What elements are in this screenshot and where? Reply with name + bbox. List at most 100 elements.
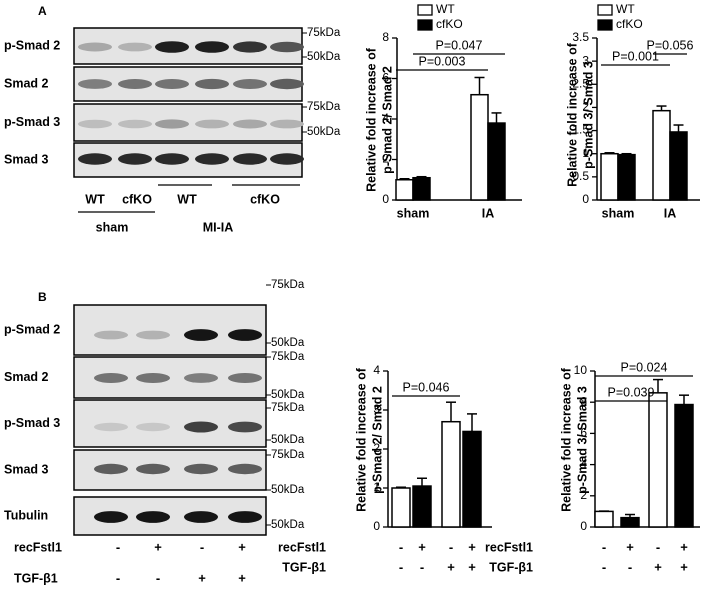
bar: [618, 155, 635, 200]
blot-band: [78, 43, 112, 52]
significance-label: P=0.003: [419, 54, 466, 68]
blot-row-label: Smad 3: [4, 152, 49, 166]
error-bar: [467, 414, 477, 432]
blot-band: [94, 423, 128, 431]
blot-row-label: p-Smad 2: [4, 322, 60, 336]
blot-band: [270, 120, 304, 129]
blot-band: [155, 119, 189, 128]
treatment-label: recFstl1: [14, 540, 62, 554]
blot-band: [228, 373, 262, 383]
group-label: sham: [96, 220, 129, 234]
treatment-label: recFstl1: [278, 540, 326, 554]
y-axis-label: Relative fold increase of: [559, 367, 573, 512]
blot-row-label: Smad 2: [4, 370, 49, 384]
treatment-sign: +: [238, 539, 246, 554]
marker-label: 50kDa: [307, 126, 341, 138]
bar: [392, 488, 410, 527]
blot-row-label: Smad 3: [4, 462, 49, 476]
treatment-sign: +: [468, 539, 476, 554]
blot-band: [78, 120, 112, 129]
y-tick-label: 10: [574, 363, 588, 377]
y-tick-label: 3.5: [572, 30, 589, 44]
blot-band: [233, 153, 267, 164]
marker-label: 50kDa: [271, 434, 305, 446]
blot-band: [233, 120, 267, 129]
treatment-sign: -: [116, 570, 120, 585]
blot-band: [195, 41, 229, 53]
blot-band: [155, 79, 189, 89]
treatment-sign: -: [399, 559, 403, 574]
lane-label: cfKO: [250, 192, 280, 206]
marker-label: 75kDa: [271, 402, 305, 414]
marker-label: 50kDa: [307, 51, 341, 63]
blot-band: [270, 79, 304, 89]
x-tick-label: sham: [397, 206, 430, 220]
blot-row-label: Tubulin: [4, 508, 48, 522]
treatment-sign: +: [238, 570, 246, 585]
blot-band: [233, 79, 267, 89]
y-tick-label: 0: [373, 519, 380, 533]
blot-row-label: p-Smad 3: [4, 416, 60, 430]
marker-label: 75kDa: [271, 351, 305, 363]
blot-band: [136, 373, 170, 383]
significance-label: P=0.056: [647, 38, 694, 52]
blot-band: [118, 120, 152, 129]
group-label: MI-IA: [203, 220, 234, 234]
legend-swatch: [598, 20, 612, 30]
bar: [595, 511, 613, 527]
y-axis-label: p-Smad 3/ Smad 3: [575, 386, 589, 494]
treatment-label: recFstl1: [485, 540, 533, 554]
treatment-sign: -: [656, 539, 660, 554]
legend-swatch: [418, 20, 432, 30]
marker-label: 75kDa: [307, 101, 341, 113]
blot-band: [184, 373, 218, 383]
legend-label: cfKO: [616, 17, 643, 31]
marker-label: 75kDa: [307, 27, 341, 39]
treatment-sign: +: [654, 559, 662, 574]
blot-band: [270, 153, 304, 164]
blot-row-label: Smad 2: [4, 76, 49, 90]
bar: [442, 422, 460, 527]
blot-band: [94, 464, 128, 474]
blot-row-label: p-Smad 2: [4, 38, 60, 52]
treatment-sign: -: [156, 570, 160, 585]
treatment-label: TGF-β1: [14, 571, 58, 585]
blot-band: [184, 422, 218, 433]
blot-band: [228, 329, 262, 341]
y-tick-label: 8: [382, 30, 389, 44]
treatment-sign: -: [602, 539, 606, 554]
blot-band: [195, 120, 229, 129]
y-axis-label: Relative fold increase of: [354, 367, 368, 512]
y-axis-label: p-Smad 3/ Smad 3: [581, 61, 595, 169]
legend-label: WT: [436, 2, 455, 16]
error-bar: [653, 380, 663, 393]
treatment-sign: +: [680, 559, 688, 574]
treatment-sign: -: [200, 539, 204, 554]
blot-band: [195, 153, 229, 164]
bar: [601, 154, 618, 200]
treatment-sign: +: [198, 570, 206, 585]
legend-label: cfKO: [436, 17, 463, 31]
blot-band: [94, 511, 128, 523]
bar: [463, 431, 481, 527]
error-bar: [446, 402, 456, 422]
panel-label: A: [38, 4, 47, 18]
error-bar: [674, 125, 684, 132]
x-tick-label: IA: [664, 206, 677, 220]
y-tick-label: 0: [382, 192, 389, 206]
treatment-sign: +: [418, 539, 426, 554]
blot-row-label: p-Smad 3: [4, 115, 60, 129]
blot-band: [228, 464, 262, 474]
blot-band: [155, 41, 189, 53]
bar: [670, 132, 687, 200]
y-tick-label: 0: [582, 192, 589, 206]
bar: [488, 123, 505, 200]
bar: [649, 393, 667, 527]
blot-band: [155, 153, 189, 164]
blot-band: [118, 43, 152, 52]
treatment-sign: -: [420, 559, 424, 574]
blot-band: [233, 41, 267, 52]
y-axis-label: p-Smad 2/ Smad 2: [370, 386, 384, 494]
treatment-sign: -: [628, 559, 632, 574]
